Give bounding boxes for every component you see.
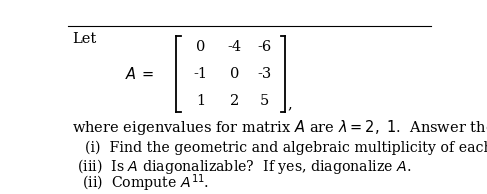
Text: -1: -1 (193, 67, 207, 81)
Text: 2: 2 (230, 94, 239, 108)
Text: (ii)  Compute $A^{11}$.: (ii) Compute $A^{11}$. (82, 172, 209, 193)
Text: -6: -6 (258, 40, 272, 54)
Text: -4: -4 (227, 40, 242, 54)
Text: 1: 1 (196, 94, 205, 108)
Text: 5: 5 (260, 94, 269, 108)
Text: ,: , (287, 97, 292, 111)
Text: 0: 0 (230, 67, 239, 81)
Text: $A\,=$: $A\,=$ (125, 66, 154, 82)
Text: Let: Let (72, 32, 96, 46)
Text: -3: -3 (258, 67, 272, 81)
Text: (i)  Find the geometric and algebraic multiplicity of each eigenvalue.: (i) Find the geometric and algebraic mul… (85, 140, 487, 155)
Text: where eigenvalues for matrix $A$ are $\lambda = 2,\ 1$.  Answer the following:: where eigenvalues for matrix $A$ are $\l… (72, 118, 487, 137)
Text: 0: 0 (196, 40, 205, 54)
Text: (iii)  Is $A$ diagonalizable?  If yes, diagonalize $A$.: (iii) Is $A$ diagonalizable? If yes, dia… (77, 157, 412, 176)
